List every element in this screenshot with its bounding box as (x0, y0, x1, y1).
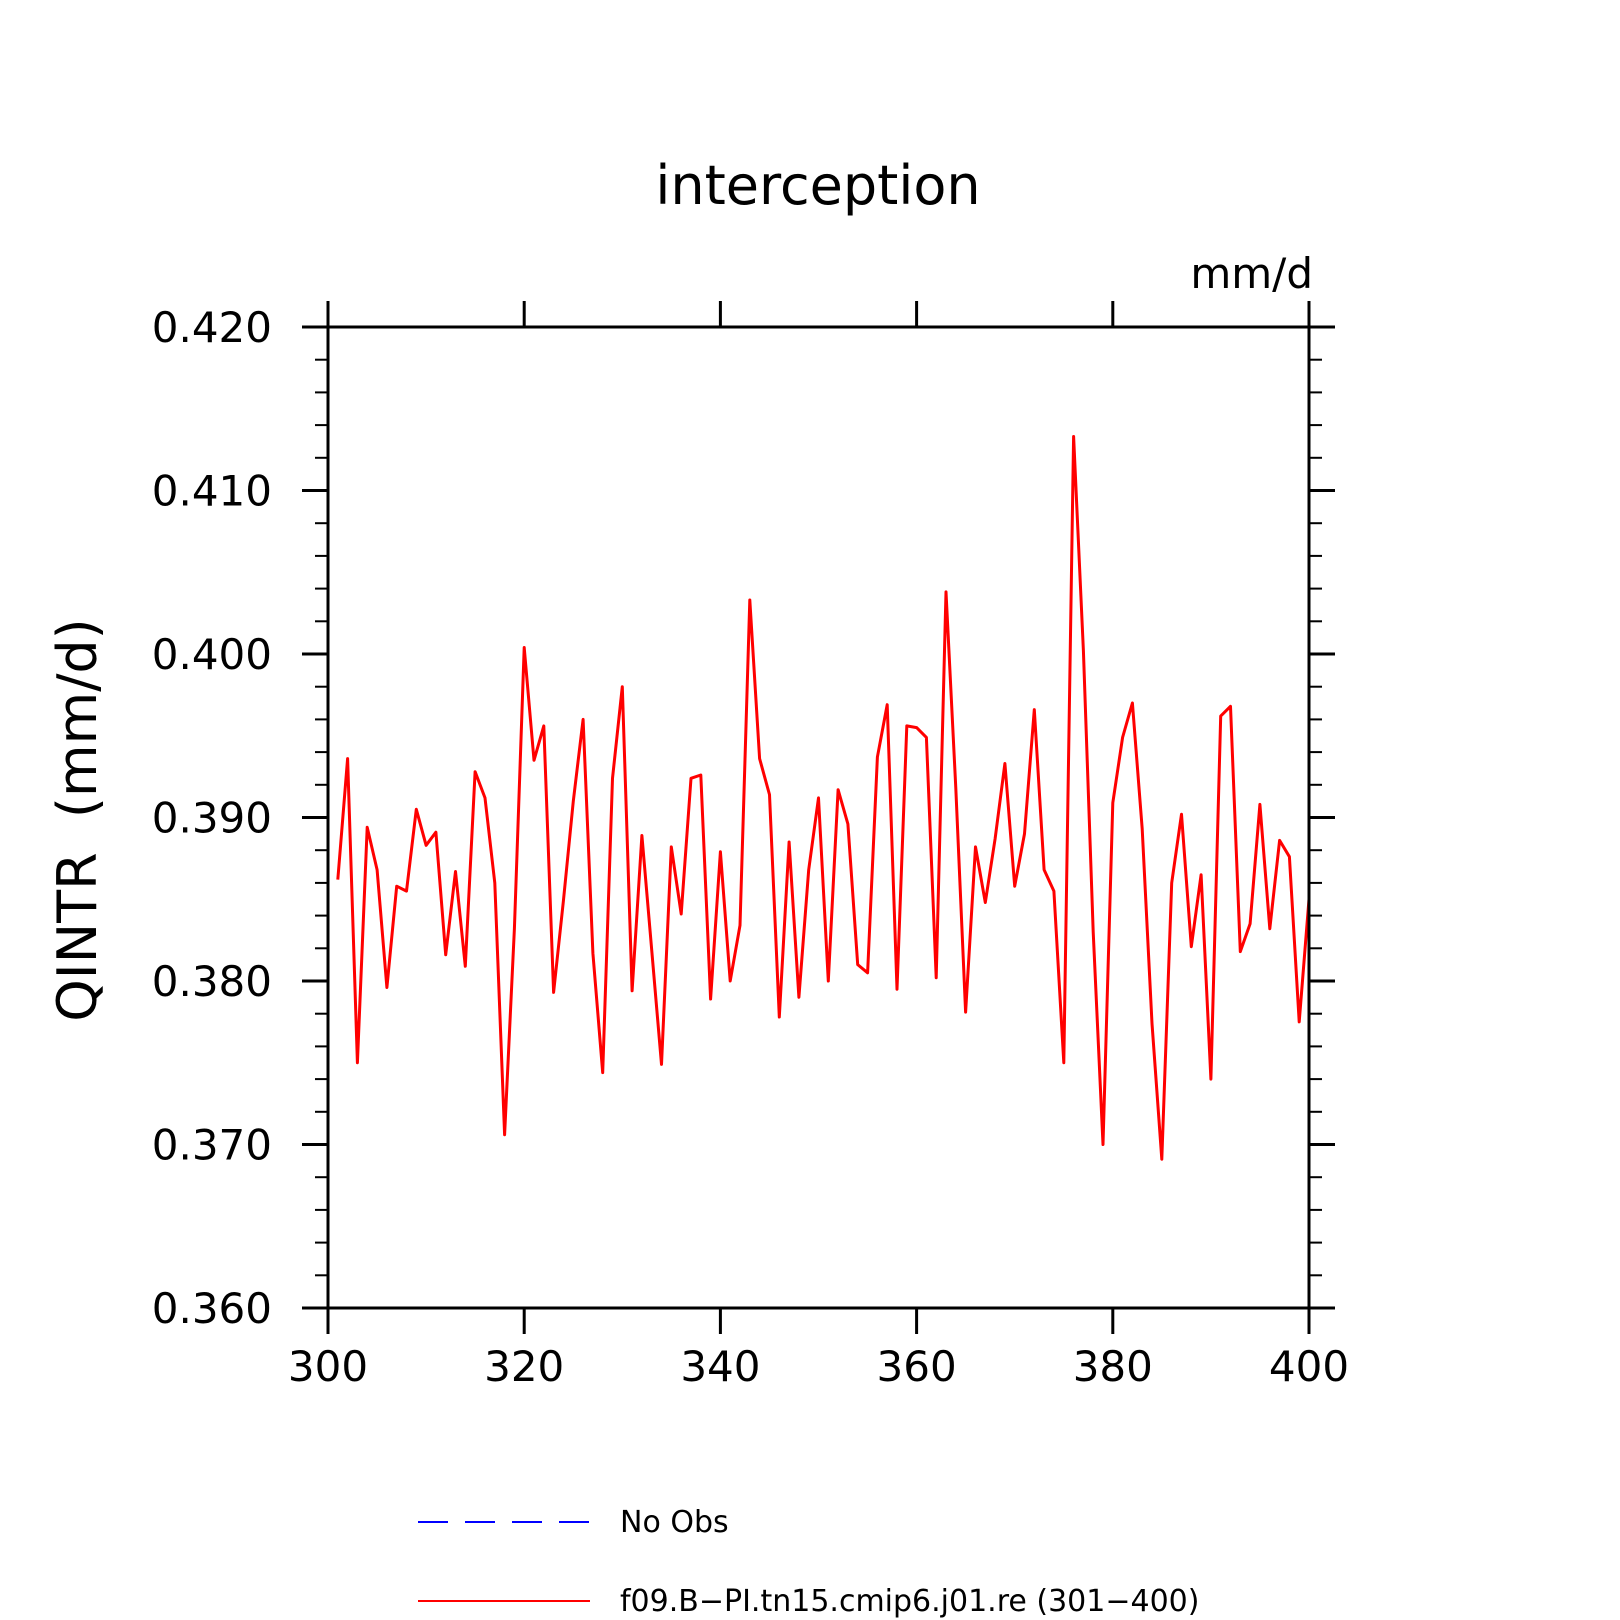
axis-ticks (302, 301, 1335, 1334)
legend-label-model-run: f09.B−PI.tn15.cmip6.j01.re (301−400) (620, 1584, 1199, 1619)
series-line-1 (336, 435, 1311, 1161)
y-tick-label: 0.410 (152, 467, 272, 516)
chart-title: interception (655, 154, 980, 217)
y-tick-label: 0.400 (152, 630, 272, 679)
series-layer (336, 435, 1311, 1161)
x-tick-label: 360 (877, 1342, 957, 1391)
y-tick-label: 0.370 (152, 1121, 272, 1170)
plot-frame (326, 325, 1311, 1310)
x-tick-label: 340 (680, 1342, 760, 1391)
x-tick-label: 400 (1269, 1342, 1349, 1391)
x-tick-label: 300 (288, 1342, 368, 1391)
y-axis-label: QINTR (mm/d) (46, 618, 109, 1021)
axis-tick-labels: 300 320 340 360 380 400 0.360 0.370 0.380 0.390 0.… (152, 303, 1349, 1391)
units-label: mm/d (1190, 249, 1313, 298)
legend-label-no-obs: No Obs (620, 1505, 729, 1540)
y-tick-label: 0.360 (152, 1284, 272, 1333)
x-tick-label: 380 (1073, 1342, 1153, 1391)
legend: No Obs f09.B−PI.tn15.cmip6.j01.re (301−4… (418, 1505, 1199, 1619)
y-tick-label: 0.420 (152, 303, 272, 352)
y-tick-label: 0.390 (152, 794, 272, 843)
y-tick-label: 0.380 (152, 957, 272, 1006)
x-tick-label: 320 (484, 1342, 564, 1391)
